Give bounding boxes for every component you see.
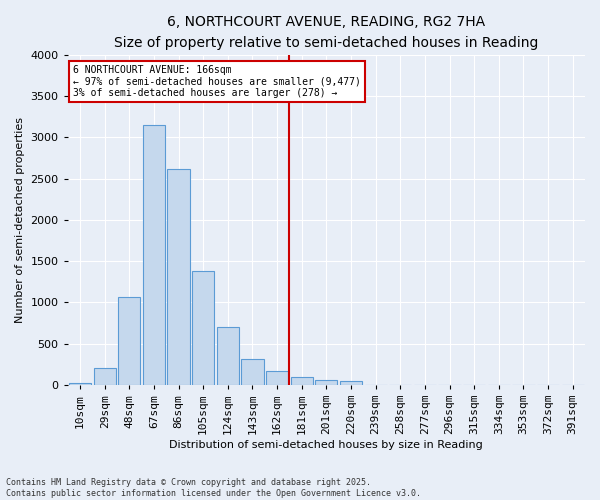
X-axis label: Distribution of semi-detached houses by size in Reading: Distribution of semi-detached houses by …: [169, 440, 483, 450]
Bar: [290, 376, 313, 385]
Bar: [340, 381, 362, 385]
Text: Contains HM Land Registry data © Crown copyright and database right 2025.
Contai: Contains HM Land Registry data © Crown c…: [6, 478, 421, 498]
Bar: [94, 368, 116, 385]
Bar: [315, 380, 337, 385]
Bar: [266, 371, 288, 385]
Bar: [167, 169, 190, 385]
Bar: [217, 327, 239, 385]
Text: 6 NORTHCOURT AVENUE: 166sqm
← 97% of semi-detached houses are smaller (9,477)
3%: 6 NORTHCOURT AVENUE: 166sqm ← 97% of sem…: [73, 65, 361, 98]
Bar: [143, 125, 165, 385]
Title: 6, NORTHCOURT AVENUE, READING, RG2 7HA
Size of property relative to semi-detache: 6, NORTHCOURT AVENUE, READING, RG2 7HA S…: [114, 15, 539, 50]
Bar: [69, 384, 91, 385]
Bar: [241, 360, 263, 385]
Bar: [192, 271, 214, 385]
Y-axis label: Number of semi-detached properties: Number of semi-detached properties: [15, 117, 25, 323]
Bar: [118, 296, 140, 385]
